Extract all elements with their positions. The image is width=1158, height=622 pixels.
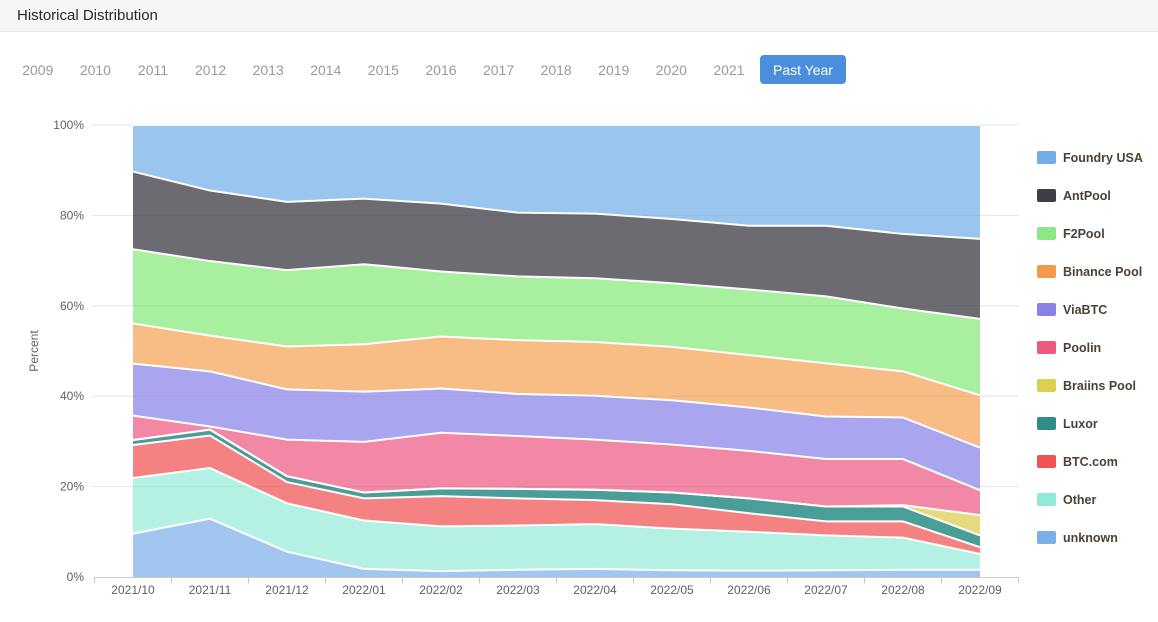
legend-label: AntPool [1063, 188, 1111, 203]
legend-item-unknown[interactable]: unknown [1037, 530, 1143, 545]
legend-label: F2Pool [1063, 226, 1105, 241]
area-btc-com [133, 435, 980, 554]
tab-year-2021[interactable]: 2021 [713, 61, 745, 78]
tab-year-2009[interactable]: 2009 [22, 61, 54, 78]
area-unknown [133, 518, 980, 577]
area-foundry-usa [133, 125, 980, 239]
legend-label: Binance Pool [1063, 264, 1143, 279]
legend-swatch-icon [1037, 265, 1056, 278]
area-binance-pool [133, 323, 980, 448]
legend-item-luxor[interactable]: Luxor [1037, 416, 1143, 431]
area-border [132, 248, 981, 320]
area-border [132, 428, 981, 517]
x-tick-label: 2022/01 [342, 583, 386, 597]
legend-label: Other [1063, 492, 1097, 507]
legend-swatch-icon [1037, 227, 1056, 240]
area-border [132, 414, 981, 492]
area-other [133, 468, 980, 572]
tab-year-2012[interactable]: 2012 [195, 61, 227, 78]
tab-year-2018[interactable]: 2018 [540, 61, 572, 78]
legend-swatch-icon [1037, 531, 1056, 544]
tab-year-2013[interactable]: 2013 [252, 61, 284, 78]
legend-item-btc-com[interactable]: BTC.com [1037, 454, 1143, 469]
tab-year-2011[interactable]: 2011 [137, 61, 169, 78]
x-tick-label: 2021/11 [189, 583, 232, 597]
area-border [132, 170, 981, 240]
legend-label: ViaBTC [1063, 302, 1108, 317]
tab-year-2010[interactable]: 2010 [79, 61, 111, 78]
legend-item-antpool[interactable]: AntPool [1037, 188, 1143, 203]
tab-year-2014[interactable]: 2014 [310, 61, 342, 78]
legend-item-viabtc[interactable]: ViaBTC [1037, 302, 1143, 317]
legend-swatch-icon [1037, 379, 1056, 392]
legend-item-binance-pool[interactable]: Binance Pool [1037, 264, 1143, 279]
legend-swatch-icon [1037, 341, 1056, 354]
area-border [132, 517, 980, 573]
legend-label: Poolin [1063, 340, 1102, 355]
legend-item-f2pool[interactable]: F2Pool [1037, 226, 1143, 241]
area-f2pool [133, 249, 980, 396]
past-year-button[interactable]: Past Year [760, 55, 846, 84]
x-tick-label: 2022/07 [804, 583, 848, 597]
legend-label: unknown [1063, 530, 1118, 545]
legend-swatch-icon [1037, 189, 1056, 202]
legend-label: BTC.com [1063, 454, 1118, 469]
legend-label: Luxor [1063, 416, 1098, 431]
legend-swatch-icon [1037, 151, 1056, 164]
legend-item-foundry-usa[interactable]: Foundry USA [1037, 150, 1143, 165]
y-tick-label: 60% [60, 299, 84, 313]
x-tick-label: 2022/06 [727, 583, 771, 597]
legend-swatch-icon [1037, 493, 1056, 506]
area-viabtc [133, 363, 980, 491]
area-poolin [133, 415, 980, 516]
x-tick-label: 2021/10 [111, 583, 155, 597]
area-border [132, 467, 981, 555]
area-border [132, 322, 981, 397]
y-tick-label: 100% [53, 118, 84, 132]
area-border [132, 434, 981, 549]
x-tick-label: 2022/09 [958, 583, 1002, 597]
page-title: Historical Distribution [17, 7, 158, 24]
x-tick-label: 2022/04 [573, 583, 617, 597]
year-tabs: 2009 2010 2011 2012 2013 2014 2015 2016 2017 2018… [9, 55, 758, 84]
legend-swatch-icon [1037, 455, 1056, 468]
chart-legend: Foundry USA AntPool F2Pool Binance Pool ViaB… [1037, 151, 1143, 569]
tab-year-2016[interactable]: 2016 [425, 61, 457, 78]
legend-swatch-icon [1037, 303, 1056, 316]
y-tick-label: 40% [60, 389, 84, 403]
x-tick-label: 2022/08 [881, 583, 925, 597]
area-border [132, 362, 981, 449]
x-tick-label: 2021/12 [265, 583, 309, 597]
legend-item-braiins-pool[interactable]: Braiins Pool [1037, 378, 1143, 393]
tab-year-2017[interactable]: 2017 [482, 61, 515, 78]
y-tick-label: 20% [60, 480, 84, 494]
legend-label: Braiins Pool [1063, 378, 1136, 393]
tab-year-2015[interactable]: 2015 [367, 61, 399, 78]
x-tick-label: 2022/03 [496, 583, 540, 597]
legend-item-poolin[interactable]: Poolin [1037, 340, 1143, 355]
legend-swatch-icon [1037, 417, 1056, 430]
legend-label: Foundry USA [1063, 150, 1143, 165]
y-tick-label: 80% [60, 208, 84, 222]
area-antpool [133, 171, 980, 319]
page-header: Historical Distribution [0, 0, 1158, 32]
tab-year-2019[interactable]: 2019 [598, 61, 630, 78]
x-tick-label: 2022/02 [419, 583, 463, 597]
legend-item-other[interactable]: Other [1037, 492, 1143, 507]
tab-year-2020[interactable]: 2020 [655, 61, 687, 78]
y-axis-title: Percent [27, 330, 41, 372]
y-tick-label: 0% [67, 570, 85, 584]
x-tick-label: 2022/05 [650, 583, 694, 597]
